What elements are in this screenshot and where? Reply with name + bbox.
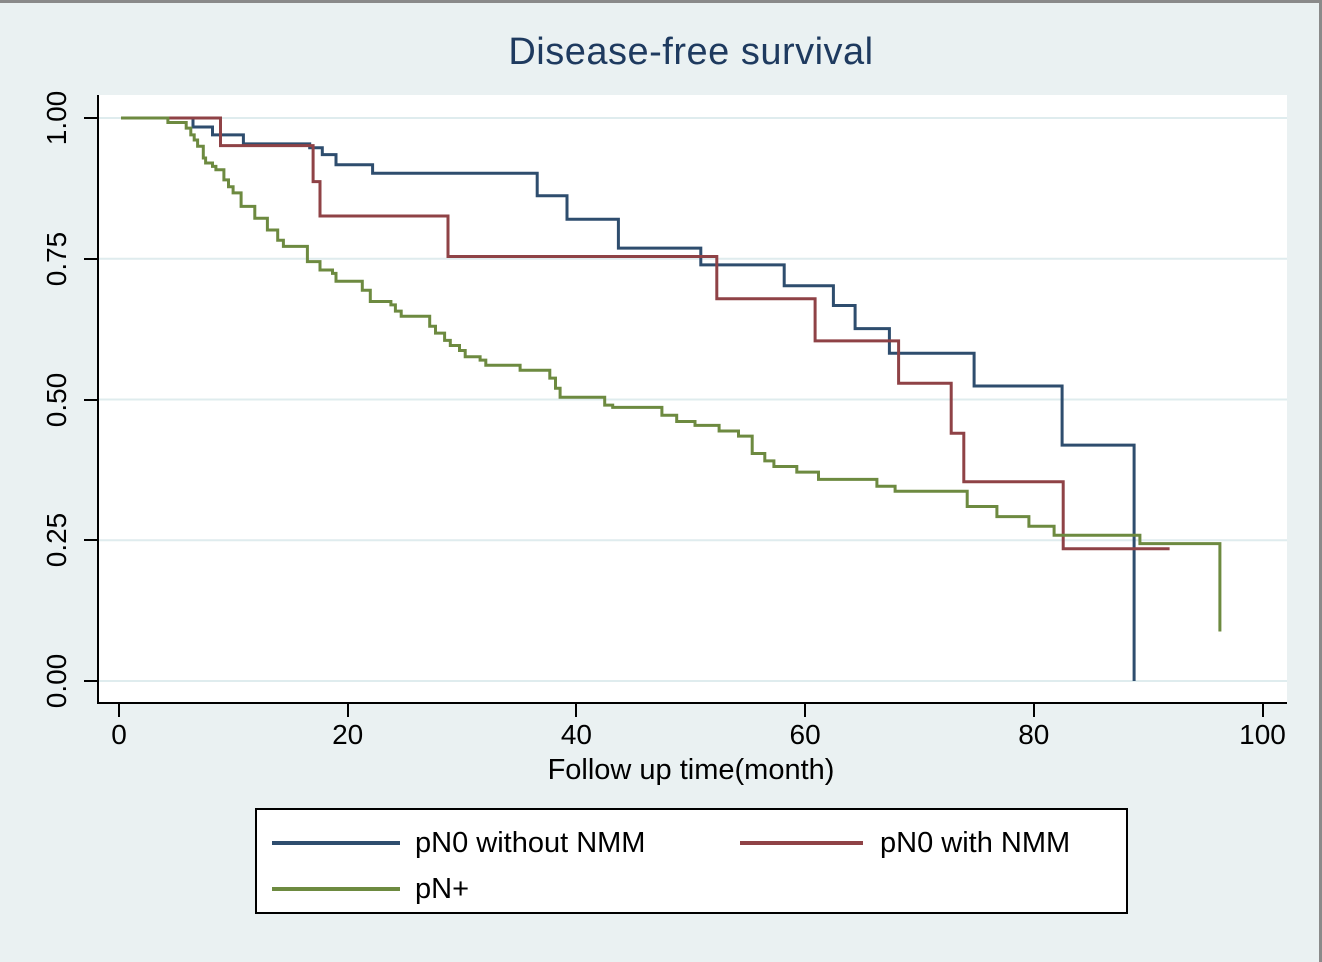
y-tick-label: 0.75	[41, 231, 72, 287]
x-tick	[804, 704, 807, 717]
legend-line-pn0-without-nmm	[272, 841, 400, 845]
x-tick-label: 20	[332, 719, 364, 750]
y-tick-label: 0.50	[41, 372, 72, 427]
x-axis-label: Follow up time(month)	[547, 754, 835, 786]
y-tick	[84, 539, 97, 542]
y-tick	[84, 117, 97, 119]
legend-label-pn0-with-nmm: pN0 with NMM	[880, 827, 1071, 859]
x-tick	[1032, 704, 1035, 717]
y-tick	[84, 398, 97, 401]
legend: pN0 without NMM pN0 with NMM pN+	[255, 808, 1128, 914]
x-tick-label: 80	[1018, 719, 1050, 750]
plot-area	[97, 95, 1287, 704]
chart-title: Disease-free survival	[508, 31, 874, 73]
x-tick-label: 40	[560, 719, 592, 750]
x-tick	[1261, 704, 1264, 717]
y-tick-label: 1.00	[41, 90, 72, 146]
x-tick	[346, 704, 349, 717]
x-tick	[118, 704, 120, 717]
survival-curve-0	[121, 116, 1136, 681]
survival-curves	[99, 116, 1287, 682]
x-tick	[575, 704, 578, 717]
x-tick-label: 0	[111, 719, 127, 750]
y-tick-label: 0.25	[41, 513, 72, 568]
y-tick	[84, 680, 97, 682]
legend-line-pn-plus	[272, 887, 400, 891]
survival-curve-1	[121, 116, 1170, 551]
x-tick-label: 100	[1239, 719, 1286, 750]
legend-label-pn0-without-nmm: pN0 without NMM	[415, 827, 646, 859]
y-tick	[84, 257, 97, 260]
survival-curve-2	[121, 116, 1222, 632]
legend-line-pn0-with-nmm	[740, 841, 863, 845]
x-tick-label: 60	[789, 719, 821, 750]
legend-label-pn-plus: pN+	[415, 873, 470, 905]
y-tick-label: 0.00	[41, 653, 72, 709]
